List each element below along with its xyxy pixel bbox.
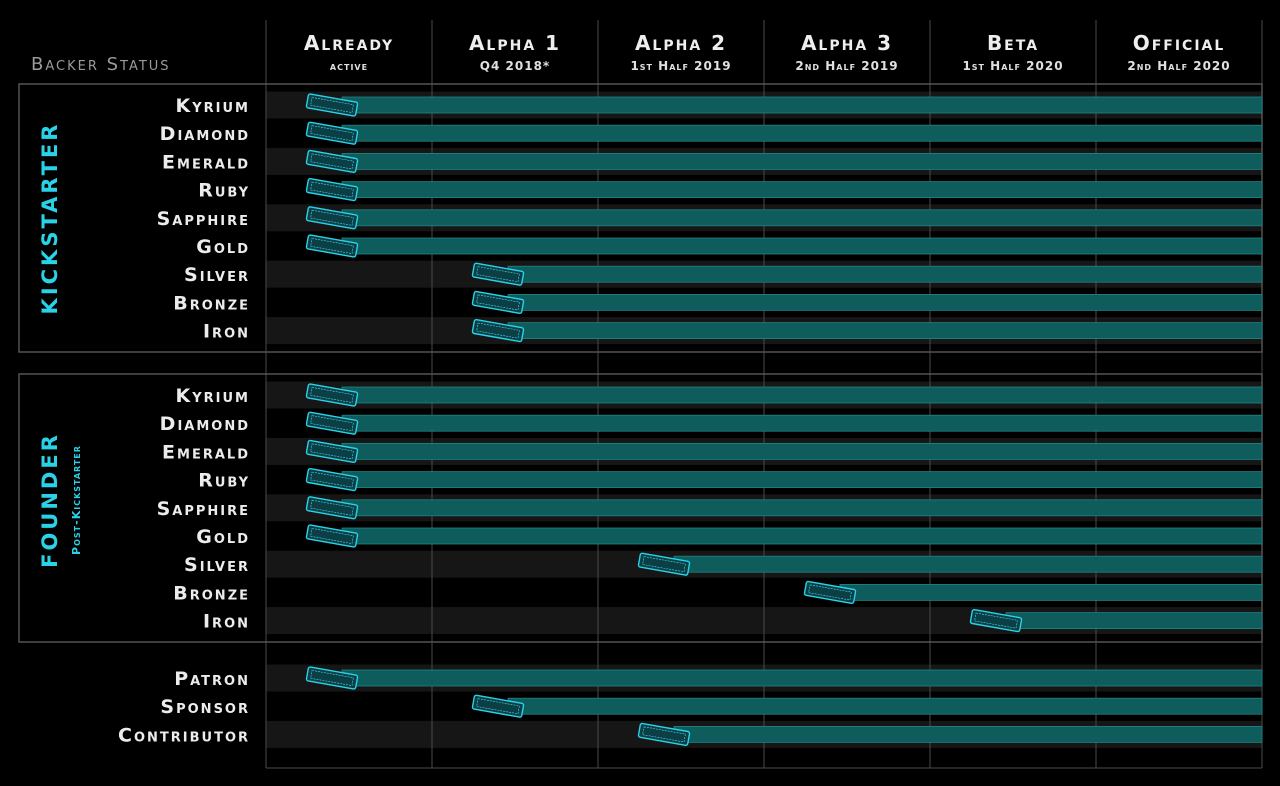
access-bar [341,152,1263,170]
backer-status-label: Backer Status [31,54,171,75]
tier-label-emerald: Emerald [162,151,250,173]
tier-label-sapphire: Sapphire [157,498,250,520]
tier-label-silver: Silver [184,554,250,576]
tier-label-diamond: Diamond [160,413,250,435]
access-card-icon [471,262,525,286]
access-card-icon [471,290,525,315]
column-header-official: Official [1133,31,1226,55]
access-bar [341,499,1263,517]
access-card-icon [305,467,359,492]
access-bar [341,442,1263,460]
access-bar [839,584,1263,601]
tier-label-bronze: Bronze [173,582,250,604]
column-subheader-alpha-2: 1st Half 2019 [630,59,731,73]
tier-label-emerald: Emerald [162,441,250,463]
access-card-icon [305,666,359,690]
access-card-icon [637,552,691,576]
access-bar [341,527,1263,545]
tier-label-sapphire: Sapphire [157,208,250,230]
tier-label-kyrium: Kyrium [176,385,250,407]
access-card-icon [471,318,525,343]
access-bar [341,124,1263,142]
tier-label-patron: Patron [174,668,250,690]
access-bar [341,96,1263,114]
access-card-icon [305,439,359,464]
column-subheader-already: active [330,59,368,73]
access-card-icon [305,177,359,202]
column-header-beta: Beta [987,31,1039,55]
access-bar [341,669,1263,687]
tier-label-bronze: Bronze [173,292,250,314]
tier-label-kyrium: Kyrium [176,95,250,117]
tier-label-iron: Iron [203,611,250,633]
access-bar [507,322,1263,340]
column-subheader-alpha-1: Q4 2018* [480,59,550,73]
section-label-founder: FOUNDER [38,432,62,568]
access-bar [507,293,1263,311]
access-card-icon [803,580,857,605]
tier-label-ruby: Ruby [198,470,250,492]
access-bar [341,471,1263,489]
access-bar [507,265,1263,283]
tier-label-diamond: Diamond [160,123,250,145]
tier-label-silver: Silver [184,264,250,286]
access-card-icon [305,149,359,174]
access-bar [341,386,1263,404]
access-card-icon [305,121,359,145]
access-card-icon [305,93,359,117]
column-header-alpha-3: Alpha 3 [801,31,893,55]
access-card-icon [471,694,525,718]
access-card-icon [305,496,359,520]
access-bar [341,237,1263,255]
access-bar [673,726,1263,743]
access-bar [341,209,1263,227]
access-card-icon [305,411,359,435]
access-bar [341,414,1263,432]
column-header-alpha-1: Alpha 1 [469,31,561,55]
tier-label-sponsor: Sponsor [160,696,250,718]
tier-label-gold: Gold [196,236,250,258]
tier-label-contributor: Contributor [118,724,250,746]
tier-label-ruby: Ruby [198,180,250,202]
tier-label-gold: Gold [196,526,250,548]
access-card-icon [637,722,691,747]
section-sublabel-post-kickstarter: Post-Kickstarter [70,445,83,555]
access-card-icon [305,206,359,230]
access-bar [673,555,1263,573]
access-bar [341,181,1263,199]
column-subheader-beta: 1st Half 2020 [962,59,1063,73]
column-header-already: Already [304,31,394,55]
section-label-kickstarter: KICKSTARTER [38,122,62,315]
access-card-icon [305,524,359,548]
access-card-icon [305,383,359,407]
access-card-icon [305,234,359,258]
access-bar [507,697,1263,715]
access-bar [1005,612,1263,629]
access-card-icon [969,608,1023,633]
column-subheader-alpha-3: 2nd Half 2019 [795,59,898,73]
tier-label-iron: Iron [203,321,250,343]
column-header-alpha-2: Alpha 2 [635,31,727,55]
column-subheader-official: 2nd Half 2020 [1127,59,1230,73]
